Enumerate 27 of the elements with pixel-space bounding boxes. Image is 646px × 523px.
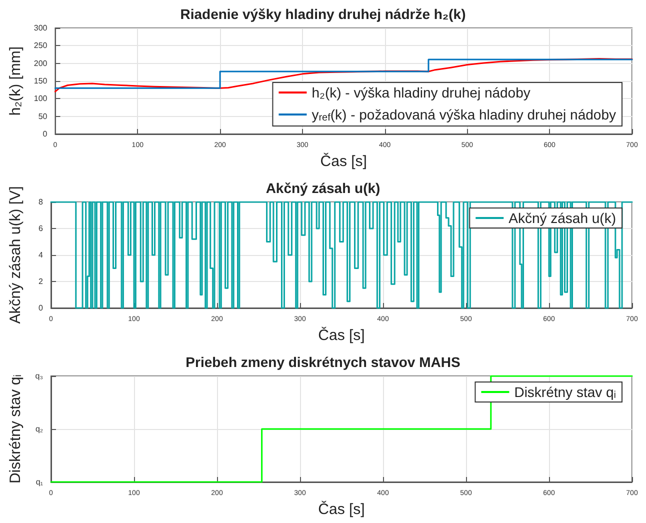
y-axis-title: Akčný zásah u(k) [V] (7, 186, 24, 324)
y-tick-label: 100 (34, 94, 48, 104)
y-tick-label: 250 (34, 41, 48, 50)
chart-title: Akčný zásah u(k) (266, 180, 380, 196)
legend-label: Akčný zásah u(k) (508, 210, 616, 226)
y-tick-label: 150 (34, 76, 48, 86)
x-axis-title: Čas [s] (318, 326, 365, 344)
y-tick-label: 50 (38, 112, 48, 121)
x-axis-title: Čas [s] (318, 500, 365, 518)
text: q₁ (36, 478, 44, 486)
y-axis-title: Diskrétny stav qᵢ (7, 374, 24, 484)
y-tick-label: 0 (38, 304, 44, 312)
chart-title: Riadenie výšky hladiny druhej nádrže h₂(k) (180, 6, 466, 22)
y-tick-label: 8 (38, 198, 44, 206)
y-tick-label: 300 (34, 24, 48, 32)
y-tick-label: 200 (34, 58, 48, 68)
y-tick-label: 2 (38, 277, 44, 286)
x-axis-title: Čas [s] (320, 152, 367, 170)
chart-title: Priebeh zmeny diskrétnych stavov MAHS (186, 354, 460, 370)
y-tick-label: 0 (42, 130, 48, 138)
text: q₂ (35, 424, 43, 434)
y-tick-label: 4 (38, 250, 44, 260)
y-axis-title: h₂(k) [mm] (7, 46, 24, 116)
legend-label: Diskrétny stav qᵢ (514, 384, 616, 400)
y-tick-label: 6 (38, 224, 44, 233)
text: q₃ (35, 372, 43, 380)
legend-label: h₂(k) - výška hladiny druhej nádoby (312, 84, 530, 100)
